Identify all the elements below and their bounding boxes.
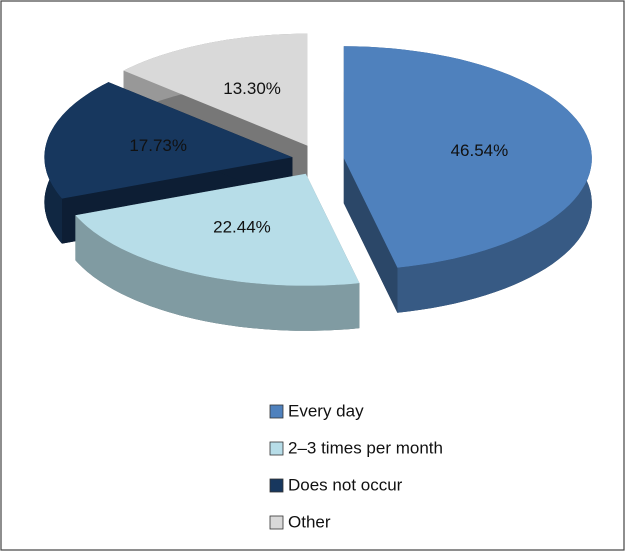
legend-swatch xyxy=(269,478,284,493)
data-label: 46.54% xyxy=(451,141,509,160)
legend-label: Every day xyxy=(288,401,364,420)
data-label: 17.73% xyxy=(129,136,187,155)
slice xyxy=(123,33,308,146)
legend-label: 2–3 times per month xyxy=(288,438,443,457)
slice xyxy=(75,173,360,286)
data-label: 22.44% xyxy=(213,218,271,237)
data-label: 13.30% xyxy=(223,79,281,98)
legend-swatch xyxy=(269,515,284,530)
slice-side xyxy=(75,215,360,331)
slice xyxy=(44,82,293,199)
slice xyxy=(343,46,592,268)
legend-swatch xyxy=(269,404,284,419)
legend-swatch xyxy=(269,441,284,456)
legend-label: Other xyxy=(288,512,331,531)
legend-label: Does not occur xyxy=(288,475,403,494)
slice-side xyxy=(343,158,398,313)
